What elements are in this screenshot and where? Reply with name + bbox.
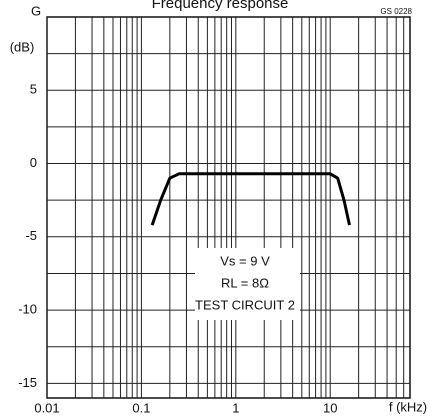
y-tick-label: -5: [25, 228, 37, 243]
x-tick-label: 1: [232, 400, 239, 415]
y-tick-label: 5: [30, 82, 37, 97]
annotation: TEST CIRCUIT 2: [195, 297, 295, 312]
y-tick-label: -10: [18, 302, 37, 317]
x-tick-label: 0.01: [34, 400, 59, 415]
y-tick-label: -15: [18, 375, 37, 390]
x-tick-label: 10: [323, 400, 337, 415]
plot-frame: [46, 16, 411, 399]
response-curve: [150, 172, 351, 226]
chart-title: Frequency response: [152, 0, 289, 12]
annotation: Vs = 9 V: [220, 253, 270, 268]
annotation-background: [195, 248, 300, 320]
x-axis-label: f (kHz): [389, 399, 427, 414]
x-tick-label: 0.1: [132, 400, 150, 415]
y-axis-unit: (dB): [10, 39, 35, 54]
y-tick-label: 0: [30, 155, 37, 170]
figure-code: GS 0228: [380, 7, 412, 16]
annotation: RL = 8Ω: [221, 275, 269, 290]
y-axis-label: G: [31, 3, 41, 18]
